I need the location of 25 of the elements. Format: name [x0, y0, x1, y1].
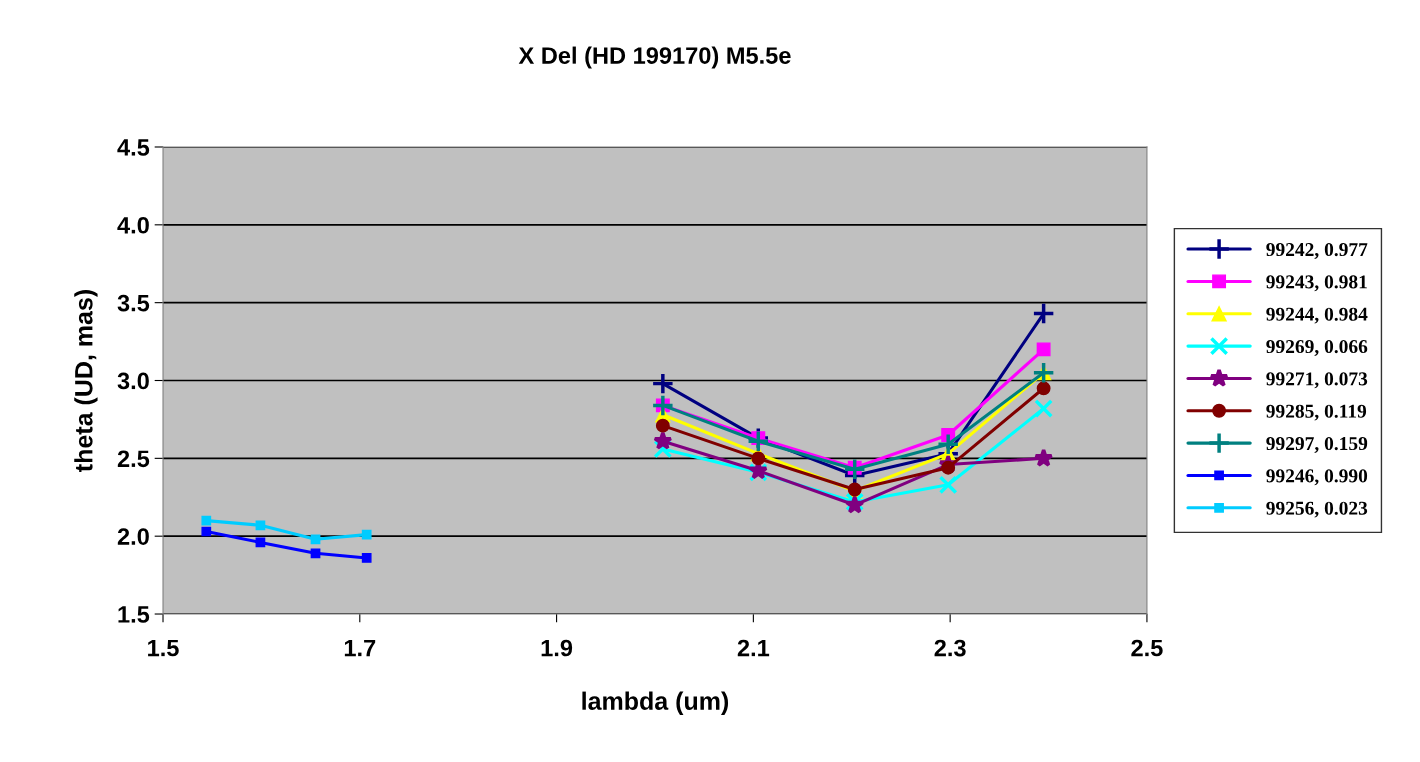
- x-tick-label: 2.1: [737, 639, 770, 657]
- y-tick-label: 2.0: [117, 528, 149, 545]
- legend-label: 99297, 0.159: [1266, 436, 1368, 453]
- y-tick-label: 2.5: [117, 450, 150, 468]
- x-tick-label: 1.5: [148, 639, 179, 657]
- y-tick-label: 4.5: [117, 139, 150, 156]
- legend-label: 99269, 0.066: [1266, 339, 1368, 356]
- y-tick-label: 3.0: [117, 372, 149, 390]
- x-tick-label: 2.3: [934, 639, 966, 657]
- legend-label: 99242, 0.977: [1266, 242, 1368, 259]
- y-tick-label: 3.5: [117, 294, 150, 312]
- x-axis-title: lambda (um): [582, 691, 729, 715]
- x-tick-label: 2.5: [1131, 639, 1163, 657]
- y-axis-title: theta (UD, mas): [74, 290, 98, 472]
- y-tick-label: 1.5: [118, 606, 150, 623]
- x-tick-label: 1.9: [541, 639, 573, 657]
- y-tick-label: 4.0: [117, 216, 149, 234]
- chart-title: X Del (HD 199170) M5.5e: [518, 46, 791, 69]
- legend-label: 99271, 0.073: [1266, 372, 1368, 389]
- legend-label: 99243, 0.981: [1266, 275, 1367, 292]
- x-tick-label: 1.7: [344, 639, 376, 657]
- legend-label: 99256, 0.023: [1266, 501, 1368, 518]
- legend-label: 99285, 0.119: [1266, 404, 1367, 421]
- legend-label: 99244, 0.984: [1266, 307, 1368, 324]
- legend-label: 99246, 0.990: [1266, 469, 1368, 486]
